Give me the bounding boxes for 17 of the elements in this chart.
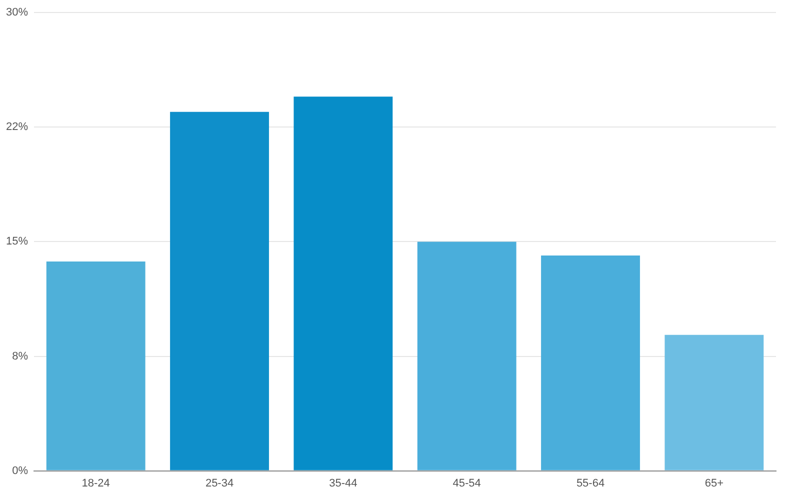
x-tick-label: 55-64 xyxy=(576,477,605,490)
x-tick-label: 65+ xyxy=(704,477,724,490)
bar xyxy=(417,242,516,470)
bar xyxy=(541,255,640,470)
x-tick-label: 45-54 xyxy=(452,477,481,490)
y-tick-label: 15% xyxy=(6,236,28,248)
y-tick-label: 8% xyxy=(12,350,28,362)
bar xyxy=(46,262,146,470)
y-tick-label: 30% xyxy=(6,6,28,19)
bar xyxy=(664,334,764,470)
x-tick-label: 18-24 xyxy=(82,477,110,490)
x-tick-label: 35-44 xyxy=(329,477,358,490)
bar xyxy=(294,96,393,470)
y-tick-label: 22% xyxy=(6,121,28,134)
bar xyxy=(170,112,269,470)
x-tick-label: 25-34 xyxy=(205,477,234,490)
y-tick-label: 0% xyxy=(12,464,28,477)
